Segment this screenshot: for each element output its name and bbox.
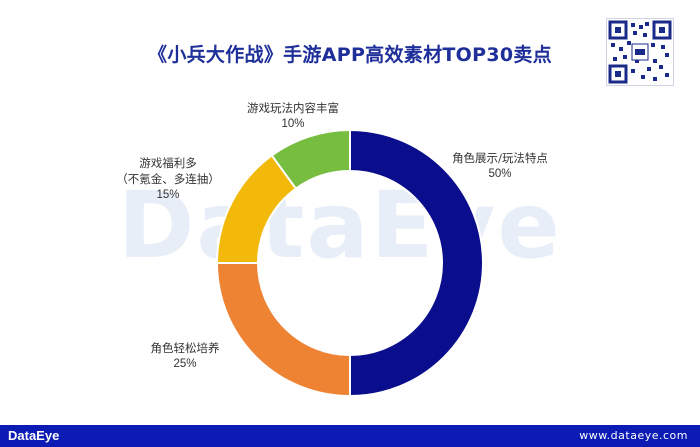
slice-label-1: 角色展示/玩法特点 50%	[430, 150, 570, 182]
footer-brand: DataEye	[8, 428, 60, 443]
slice-label-text: 角色展示/玩法特点	[452, 151, 548, 165]
slice-label-4: 游戏玩法内容丰富 10%	[223, 100, 363, 132]
slice-label-text: 游戏福利多	[139, 156, 197, 170]
slice-label-3: 游戏福利多 （不氪金、多连抽） 15%	[98, 155, 238, 203]
slice-label-2: 角色轻松培养 25%	[115, 340, 255, 372]
slice-percent-label: 50%	[488, 168, 512, 180]
slice-percent-label: 15%	[156, 189, 180, 201]
footer-url: www.dataeye.com	[579, 429, 688, 442]
donut-slice-4	[270, 128, 351, 190]
donut-slice-1	[349, 128, 484, 398]
qr-code-icon	[606, 18, 674, 86]
chart-title: 《小兵大作战》手游APP高效素材TOP30卖点	[148, 44, 552, 66]
slice-percent-label: 25%	[173, 358, 197, 370]
footer-bar: DataEye www.dataeye.com	[0, 425, 700, 447]
slice-label-text: 游戏玩法内容丰富	[247, 101, 339, 115]
slice-label-subtext: （不氪金、多连抽）	[116, 172, 220, 186]
slice-label-text: 角色轻松培养	[150, 341, 220, 355]
slice-percent-label: 10%	[281, 118, 305, 130]
donut-slice-2	[215, 262, 351, 398]
